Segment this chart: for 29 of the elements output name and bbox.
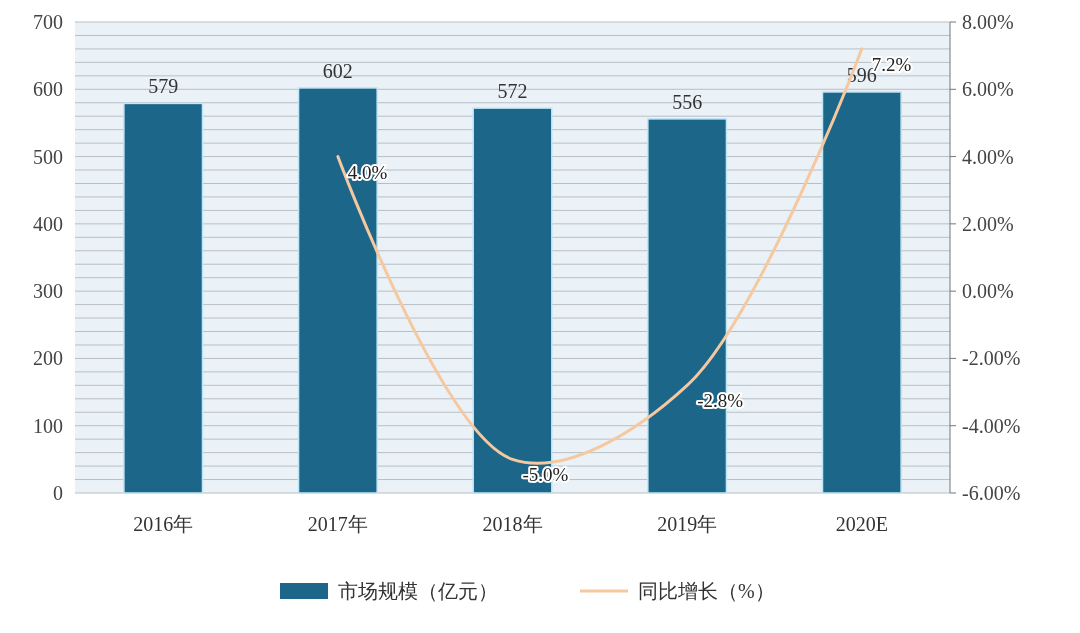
x-tick-label: 2020E bbox=[835, 513, 888, 535]
data-label: 602 bbox=[322, 59, 353, 82]
y2-tick-label: 2.00% bbox=[962, 212, 1014, 235]
y-tick-label: 100 bbox=[33, 414, 63, 437]
y2-tick-label: 0.00% bbox=[962, 280, 1014, 303]
y2-tick-label: -2.00% bbox=[962, 347, 1021, 370]
y-tick-label: 600 bbox=[33, 78, 63, 101]
data-label: 579 bbox=[148, 75, 179, 98]
y2-tick-label: -4.00% bbox=[962, 414, 1021, 437]
y2-tick-label: 8.00% bbox=[962, 11, 1014, 33]
y-tick-label: 300 bbox=[33, 280, 63, 303]
x-tick-label: 2019年 bbox=[657, 513, 718, 535]
x-tick-label: 2017年 bbox=[307, 513, 368, 535]
legend-label: 同比增长（%） bbox=[638, 580, 775, 602]
y2-tick-label: -6.00% bbox=[962, 482, 1021, 504]
y-tick-label: 700 bbox=[33, 11, 63, 33]
legend-label: 市场规模（亿元） bbox=[338, 580, 498, 602]
y-tick-label: 500 bbox=[33, 145, 63, 168]
y-tick-label: 0 bbox=[53, 482, 63, 504]
y-tick-label: 400 bbox=[33, 212, 63, 235]
y-tick-label: 200 bbox=[33, 347, 63, 370]
x-tick-label: 2016年 bbox=[133, 513, 194, 535]
y2-tick-label: 6.00% bbox=[962, 78, 1014, 101]
data-label: 556 bbox=[672, 90, 703, 113]
x-tick-label: 2018年 bbox=[482, 513, 543, 535]
bar bbox=[821, 91, 902, 494]
data-label: 572 bbox=[497, 80, 528, 103]
bar bbox=[123, 102, 204, 494]
y2-tick-label: 4.00% bbox=[962, 145, 1014, 168]
